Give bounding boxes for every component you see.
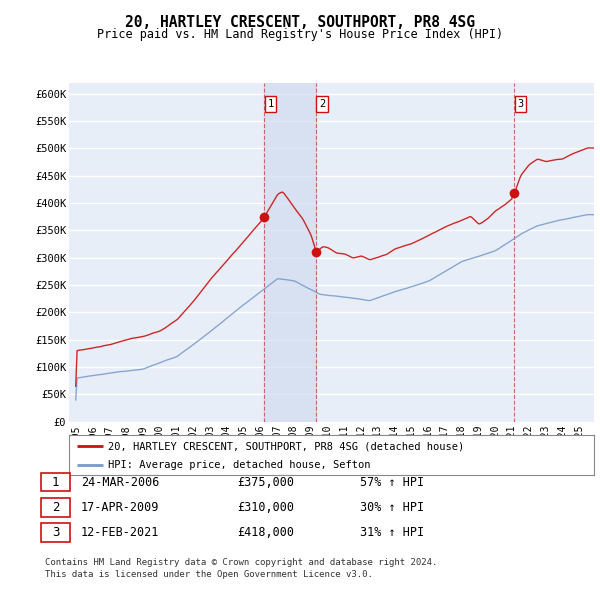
Text: 12-FEB-2021: 12-FEB-2021 [81,526,160,539]
Text: 30% ↑ HPI: 30% ↑ HPI [360,501,424,514]
Text: 3: 3 [52,526,59,539]
Text: 20, HARTLEY CRESCENT, SOUTHPORT, PR8 4SG: 20, HARTLEY CRESCENT, SOUTHPORT, PR8 4SG [125,15,475,30]
Text: HPI: Average price, detached house, Sefton: HPI: Average price, detached house, Seft… [109,460,371,470]
Text: 3: 3 [517,99,523,109]
Text: 2: 2 [319,99,325,109]
Text: 1: 1 [52,476,59,489]
Text: £375,000: £375,000 [237,476,294,489]
Bar [264,83,316,422]
Text: 20, HARTLEY CRESCENT, SOUTHPORT, PR8 4SG (detached house): 20, HARTLEY CRESCENT, SOUTHPORT, PR8 4SG… [109,441,464,451]
Text: 24-MAR-2006: 24-MAR-2006 [81,476,160,489]
Text: 31% ↑ HPI: 31% ↑ HPI [360,526,424,539]
Text: Contains HM Land Registry data © Crown copyright and database right 2024.
This d: Contains HM Land Registry data © Crown c… [45,558,437,579]
Text: 57% ↑ HPI: 57% ↑ HPI [360,476,424,489]
Text: 2: 2 [52,501,59,514]
Text: £418,000: £418,000 [237,526,294,539]
Text: 17-APR-2009: 17-APR-2009 [81,501,160,514]
Text: 1: 1 [268,99,274,109]
Text: Price paid vs. HM Land Registry's House Price Index (HPI): Price paid vs. HM Land Registry's House … [97,28,503,41]
Text: £310,000: £310,000 [237,501,294,514]
